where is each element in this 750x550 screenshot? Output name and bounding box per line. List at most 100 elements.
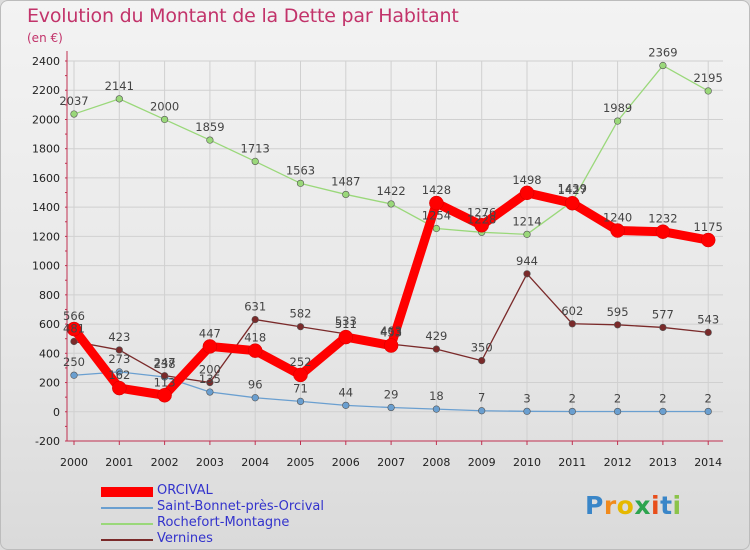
data-point-0 bbox=[66, 321, 82, 337]
data-label-0: 1427 bbox=[558, 183, 587, 197]
x-tick-label: 2006 bbox=[332, 456, 360, 469]
data-label-1: 18 bbox=[429, 389, 444, 403]
data-point-3 bbox=[704, 328, 712, 337]
data-point-1 bbox=[568, 407, 576, 416]
y-tick-label: 1600 bbox=[32, 172, 60, 185]
data-label-2: 1563 bbox=[286, 163, 315, 177]
data-label-1: 71 bbox=[293, 381, 308, 395]
data-point-3 bbox=[432, 345, 441, 353]
y-tick-label: -200 bbox=[35, 435, 60, 448]
y-tick-label: 200 bbox=[39, 377, 60, 390]
data-label-3: 200 bbox=[199, 363, 221, 377]
y-tick-label: 1800 bbox=[32, 143, 60, 156]
data-label-3: 247 bbox=[154, 356, 176, 370]
data-point-0 bbox=[247, 343, 263, 358]
x-tick-label: 2013 bbox=[649, 456, 677, 469]
data-label-0: 1276 bbox=[467, 205, 496, 219]
data-label-1: 7 bbox=[478, 391, 485, 405]
data-label-2: 1422 bbox=[376, 184, 405, 198]
legend-label-vernines: Vernines bbox=[157, 531, 213, 546]
data-label-2: 1859 bbox=[195, 120, 224, 134]
data-label-0: 1175 bbox=[694, 220, 723, 234]
data-label-2: 1228 bbox=[467, 212, 496, 226]
data-point-0 bbox=[519, 185, 535, 201]
y-tick-label: 1200 bbox=[32, 230, 60, 243]
data-label-0: 1240 bbox=[603, 211, 632, 225]
data-label-1: 2 bbox=[659, 391, 666, 405]
data-label-3: 429 bbox=[425, 329, 447, 343]
y-tick-label: 2400 bbox=[32, 55, 60, 68]
data-point-0 bbox=[202, 339, 218, 354]
data-label-3: 463 bbox=[380, 324, 402, 338]
data-label-2: 1254 bbox=[422, 208, 451, 222]
data-point-2 bbox=[387, 200, 395, 208]
data-label-0: 113 bbox=[154, 375, 176, 389]
data-label-2: 2369 bbox=[648, 46, 677, 60]
data-point-2 bbox=[161, 115, 169, 124]
data-point-0 bbox=[655, 224, 671, 239]
y-tick-label: 2200 bbox=[32, 84, 60, 97]
data-label-1: 135 bbox=[199, 372, 221, 386]
data-label-3: 602 bbox=[561, 304, 583, 318]
data-label-3: 533 bbox=[335, 314, 357, 328]
legend-swatch-vernines bbox=[101, 539, 153, 541]
y-tick-label: 0 bbox=[53, 406, 60, 419]
x-tick-label: 2008 bbox=[422, 456, 450, 469]
data-point-0 bbox=[293, 367, 308, 383]
data-label-2: 2195 bbox=[694, 71, 723, 85]
data-label-1: 2 bbox=[614, 391, 621, 405]
data-label-3: 481 bbox=[63, 321, 85, 335]
data-label-0: 1232 bbox=[648, 212, 677, 226]
y-tick-label: 600 bbox=[39, 318, 60, 331]
data-point-2 bbox=[296, 179, 305, 187]
data-point-3 bbox=[115, 346, 123, 354]
data-point-0 bbox=[700, 232, 716, 248]
data-label-1: 2 bbox=[569, 391, 576, 405]
data-point-2 bbox=[206, 136, 214, 144]
data-label-0: 418 bbox=[244, 331, 266, 345]
data-label-3: 944 bbox=[516, 254, 538, 268]
y-tick-label: 1000 bbox=[32, 260, 60, 273]
data-label-0: 566 bbox=[63, 309, 85, 323]
data-point-2 bbox=[432, 224, 441, 233]
x-tick-label: 2007 bbox=[377, 456, 405, 469]
data-label-1: 238 bbox=[154, 357, 176, 371]
data-label-1: 2 bbox=[705, 391, 712, 405]
data-point-1 bbox=[342, 401, 350, 409]
data-label-3: 423 bbox=[108, 330, 130, 344]
x-tick-label: 2010 bbox=[513, 456, 541, 469]
data-label-3: 543 bbox=[697, 312, 719, 326]
y-tick-label: 2000 bbox=[32, 113, 60, 126]
data-label-2: 1439 bbox=[558, 181, 587, 195]
data-label-0: 447 bbox=[199, 326, 221, 340]
data-label-3: 577 bbox=[652, 307, 674, 321]
proxiti-logo: Proxiti bbox=[585, 491, 682, 520]
y-tick-label: 400 bbox=[39, 347, 60, 360]
legend-swatch-orcival bbox=[101, 487, 153, 497]
data-point-1 bbox=[206, 388, 214, 396]
data-label-3: 582 bbox=[290, 307, 312, 321]
data-point-0 bbox=[112, 380, 127, 396]
data-point-1 bbox=[115, 368, 123, 376]
data-point-1 bbox=[432, 405, 441, 413]
data-point-3 bbox=[70, 337, 78, 346]
data-point-2 bbox=[523, 230, 531, 238]
data-point-3 bbox=[613, 321, 622, 329]
data-label-2: 2037 bbox=[59, 94, 88, 108]
y-tick-label: 800 bbox=[39, 289, 60, 302]
data-point-1 bbox=[523, 407, 531, 415]
x-tick-label: 2009 bbox=[468, 456, 496, 469]
data-point-3 bbox=[296, 323, 305, 331]
data-point-1 bbox=[387, 403, 395, 412]
data-label-0: 162 bbox=[108, 368, 130, 382]
data-point-2 bbox=[659, 61, 667, 70]
x-tick-label: 2005 bbox=[287, 456, 315, 469]
x-tick-label: 2014 bbox=[694, 456, 722, 469]
data-point-2 bbox=[70, 110, 78, 118]
data-point-1 bbox=[613, 407, 622, 416]
data-point-1 bbox=[704, 407, 712, 416]
data-point-0 bbox=[474, 218, 489, 233]
data-label-2: 2141 bbox=[105, 79, 134, 93]
x-tick-label: 2011 bbox=[558, 456, 586, 469]
data-point-1 bbox=[251, 394, 259, 402]
